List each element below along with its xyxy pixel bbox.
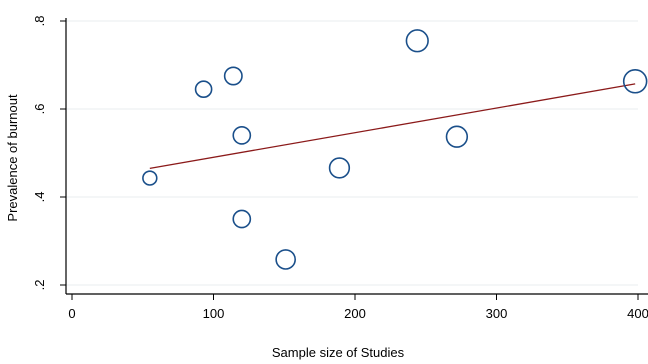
x-tick-label: 100 [203, 306, 225, 321]
x-tick-label: 0 [68, 306, 75, 321]
y-axis-title: Prevalence of burnout [5, 94, 20, 222]
data-point [622, 69, 648, 94]
y-tick-label: .4 [32, 192, 47, 203]
fit-layer [149, 83, 636, 170]
data-point [445, 125, 469, 148]
y-tick-label: .2 [32, 280, 47, 291]
data-point [142, 170, 158, 186]
x-tick-label: 300 [486, 306, 508, 321]
grid-layer [66, 20, 638, 286]
x-tick-label: 200 [344, 306, 366, 321]
data-point [275, 249, 296, 270]
x-tick-label: 400 [627, 306, 648, 321]
data-point [405, 29, 429, 53]
points-layer [142, 29, 648, 270]
data-point [194, 80, 213, 99]
data-point [232, 209, 252, 229]
data-point [223, 66, 243, 86]
y-tick-label: .6 [32, 104, 47, 115]
x-axis-title: Sample size of Studies [272, 345, 405, 360]
y-tick-label: .8 [32, 16, 47, 27]
axis-layer: 0 100 200 300 400 .2 .4 .6 .8 [32, 16, 648, 321]
data-point [328, 157, 351, 179]
data-point [232, 126, 252, 145]
fit-line [149, 83, 636, 170]
